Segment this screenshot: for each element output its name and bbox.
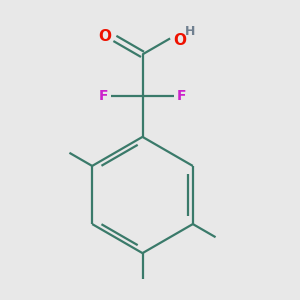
Text: O: O [98,29,111,44]
Text: F: F [99,88,109,103]
Text: F: F [176,88,186,103]
Text: H: H [185,25,196,38]
Text: O: O [173,33,186,48]
